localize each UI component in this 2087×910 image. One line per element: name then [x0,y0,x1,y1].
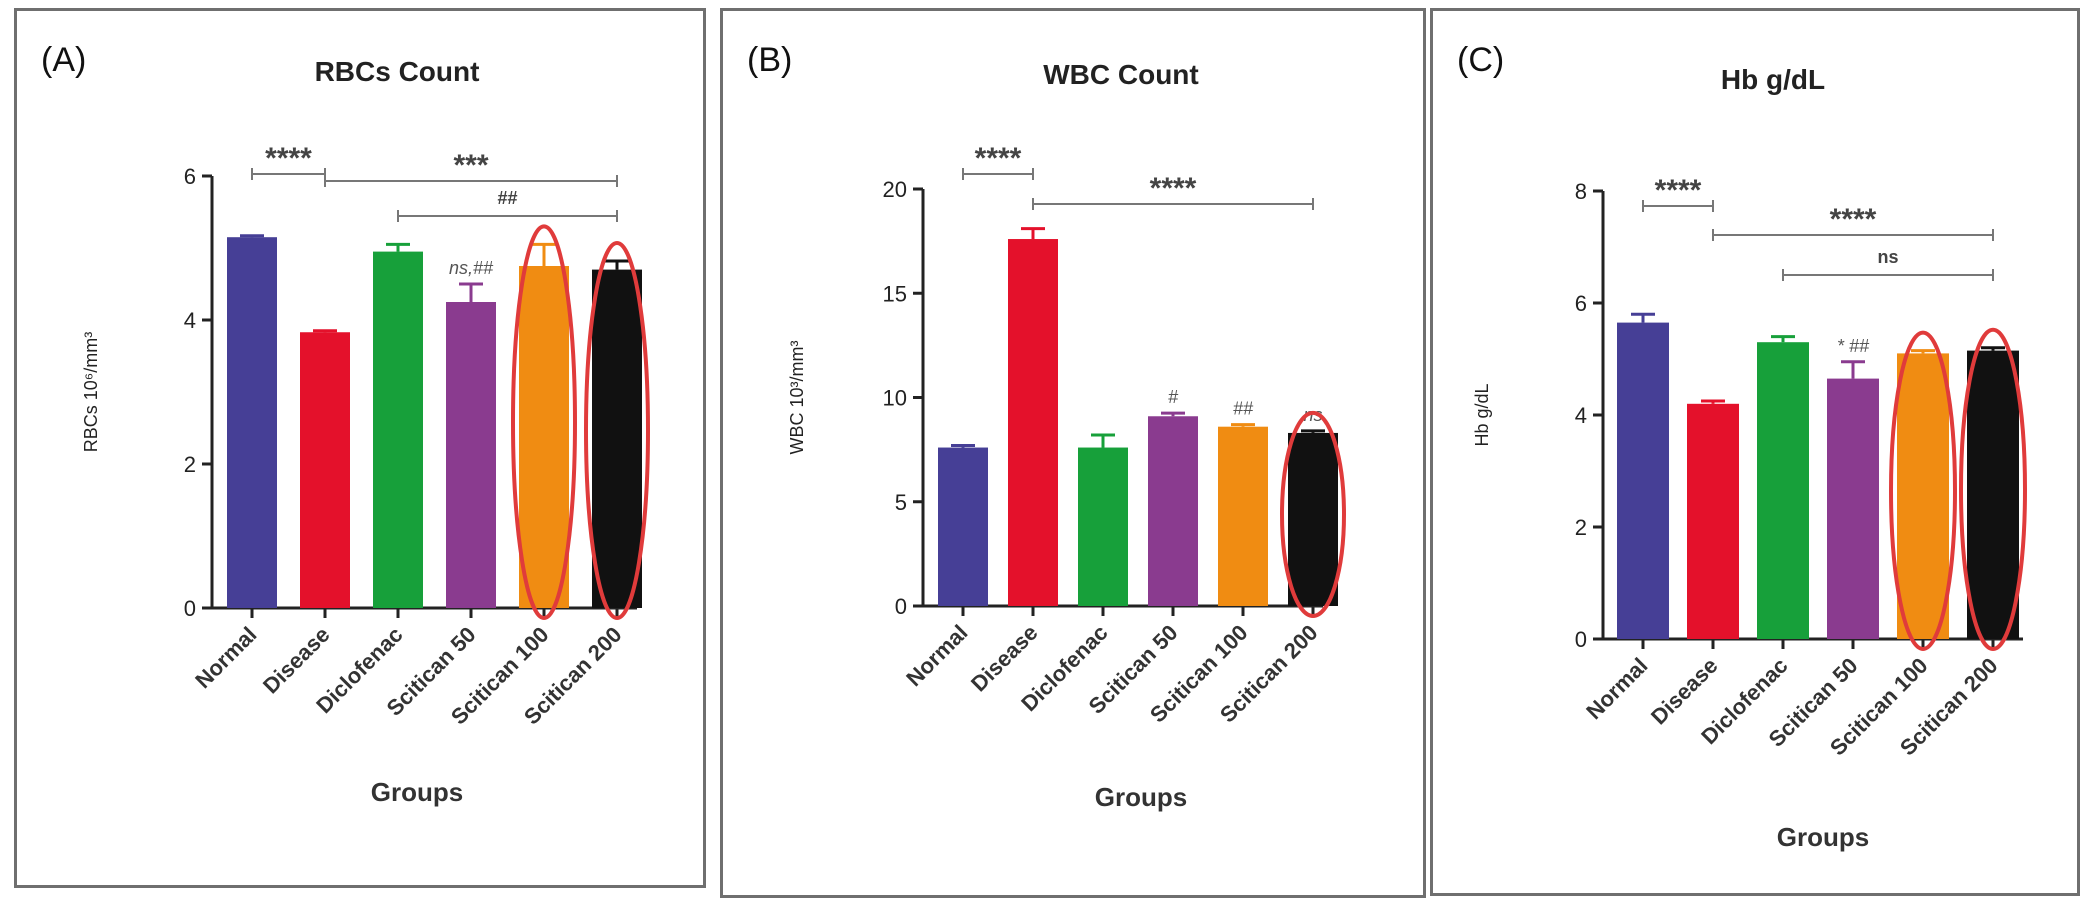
x-tick-label: Normal [1581,653,1652,724]
y-tick-label: 0 [895,594,907,619]
y-tick-label: 6 [184,164,196,189]
bar [1897,353,1949,639]
panel-label-c: (C) [1457,41,1505,79]
bar-annotation: ## [1233,399,1254,419]
y-axis-label: RBCs 10⁶/mm³ [81,332,101,452]
y-tick-label: 4 [184,308,196,333]
bar [938,447,988,606]
panel-wbc: (B) WBC Count 0 5 10 15 20 WBC 10³/mm³ Normal Di… [720,8,1426,898]
comparison-label: **** [1150,172,1197,205]
bar [519,266,569,608]
comparison-label: **** [1655,174,1702,207]
comparison-label: **** [265,142,312,175]
bar [227,237,277,608]
x-axis-label: Groups [371,777,463,807]
y-tick-label: 0 [1575,627,1587,652]
bar [1617,322,1669,639]
y-tick-label: 8 [1575,179,1587,204]
y-tick-label: 10 [883,386,907,411]
bar-annotation: ns,## [449,258,494,278]
panel-rbc: (A) RBCs Count 0 2 4 6 RBCs 10⁶/mm³ Normal Dise… [14,8,706,888]
highlight-ellipse [1889,330,1957,651]
y-tick-label: 20 [883,177,907,202]
y-axis-label: Hb g/dL [1472,383,1492,446]
highlight-ellipse [1959,327,2027,651]
bar [300,332,350,608]
y-tick-label: 2 [184,452,196,477]
bar [1757,342,1809,639]
chart-title: WBC Count [1043,59,1199,90]
bar [1288,432,1338,606]
highlight-ellipse [1280,410,1346,618]
comparison-label: **** [1830,203,1877,236]
bar [1078,447,1128,606]
chart-title: Hb g/dL [1721,64,1825,95]
y-axis-label: WBC 10³/mm³ [787,341,807,455]
highlight-ellipse [584,240,650,621]
panel-hb: (C) Hb g/dL 0 2 4 6 8 Hb g/dL Normal Disease Dicl… [1430,8,2080,896]
y-tick-label: 2 [1575,515,1587,540]
bar [1687,403,1739,639]
x-tick-label: Normal [901,620,972,691]
x-tick-label: Normal [190,622,261,693]
bar [592,269,642,608]
panel-label-b: (B) [747,41,793,79]
bar [1967,350,2019,639]
y-tick-label: 0 [184,596,196,621]
y-tick-label: 4 [1575,403,1587,428]
bar [446,302,496,608]
bar-annotation: * ## [1837,336,1870,356]
chart-title: RBCs Count [315,56,480,87]
bar [1218,426,1268,606]
panel-label-a: (A) [41,41,87,79]
bar [373,251,423,608]
bar [1008,239,1058,607]
x-tick-label: Disease [258,622,335,699]
y-tick-label: 15 [883,281,907,306]
highlight-ellipse [511,224,577,621]
comparison-label: **** [975,142,1022,175]
bar [1827,378,1879,639]
comparison-label: ns [1877,247,1898,267]
comparison-label: *** [453,149,488,182]
x-axis-label: Groups [1095,782,1187,812]
y-tick-label: 6 [1575,291,1587,316]
bar [1148,416,1198,606]
x-axis-label: Groups [1777,822,1869,852]
comparison-label: ## [497,188,517,208]
bar-annotation: # [1168,387,1179,407]
y-tick-label: 5 [895,490,907,515]
